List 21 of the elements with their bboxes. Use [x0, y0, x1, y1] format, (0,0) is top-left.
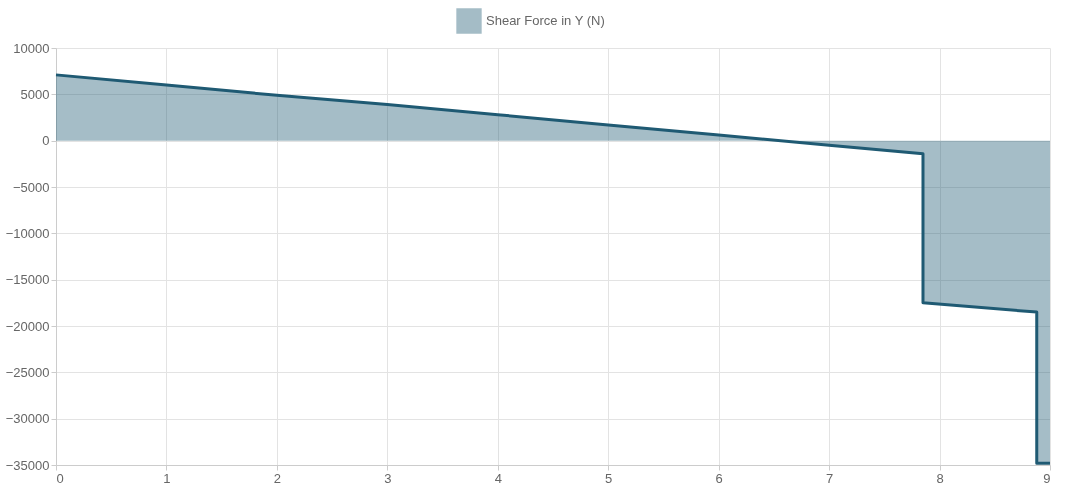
y-tick-label: 5000: [20, 86, 50, 102]
x-tick-label: 8: [936, 470, 944, 486]
y-tick-label: −15000: [5, 272, 50, 288]
y-tick-label: 10000: [13, 40, 50, 56]
x-tick-label: 5: [605, 470, 613, 486]
y-tick-label: −5000: [12, 179, 50, 195]
y-tick-label: −10000: [5, 225, 50, 241]
x-tick-label: 9: [1043, 470, 1051, 486]
x-tick-label: 7: [825, 470, 834, 486]
legend-label: Shear Force in Y (N): [486, 13, 605, 28]
x-tick-label: 0: [56, 470, 64, 486]
y-tick-label: −35000: [5, 457, 50, 473]
y-tick-label: −25000: [5, 364, 50, 380]
x-tick-label: 4: [494, 470, 502, 486]
x-tick-label: 2: [273, 470, 282, 486]
x-tick-label: 3: [384, 470, 392, 486]
x-tick-label: 1: [163, 470, 171, 486]
y-tick-label: −20000: [5, 318, 50, 334]
x-tick-label: 6: [715, 470, 723, 486]
y-tick-label: 0: [42, 133, 50, 149]
y-tick-label: −30000: [5, 411, 50, 427]
